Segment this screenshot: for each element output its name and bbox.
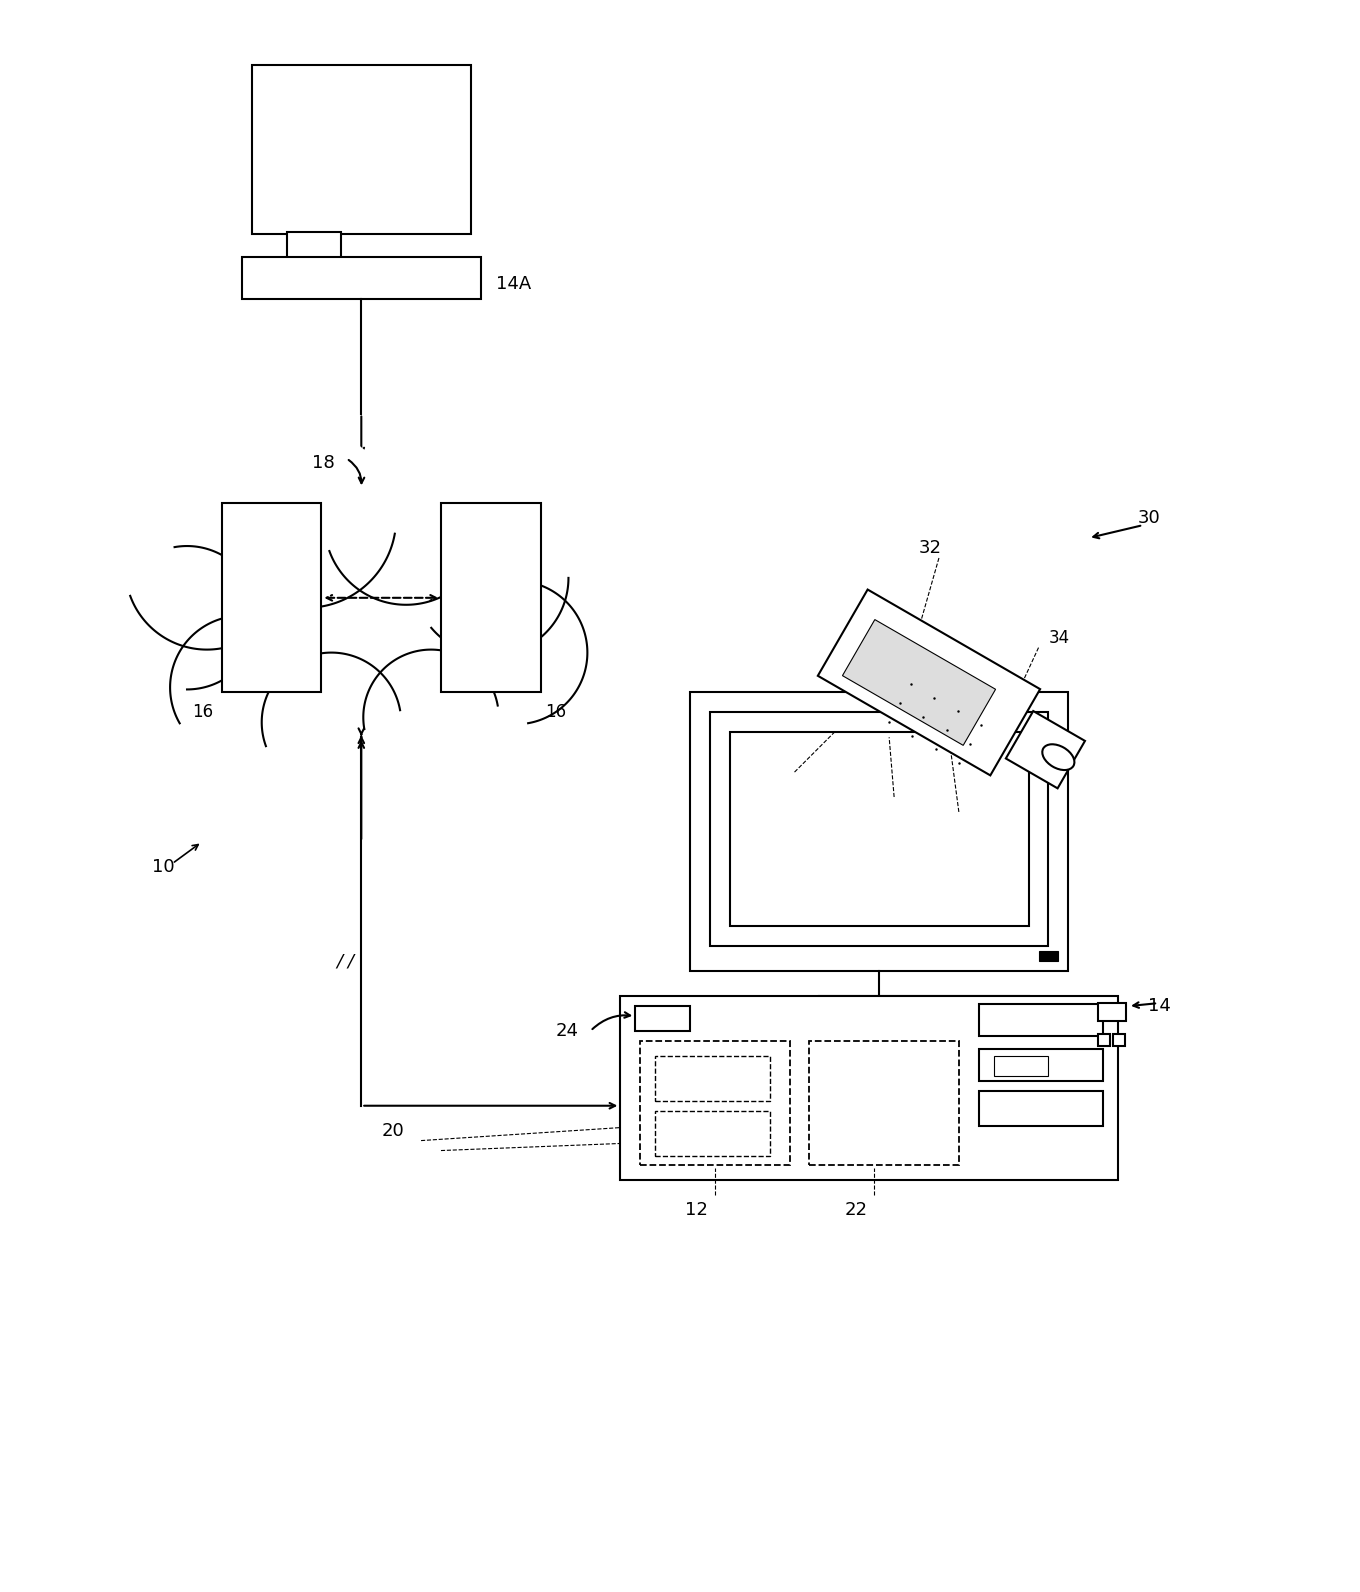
Text: 12: 12 [685,1202,707,1219]
Text: 20: 20 [381,1122,404,1140]
Text: 24: 24 [555,1022,578,1040]
Circle shape [116,546,258,689]
Bar [809,1041,959,1165]
Ellipse shape [1042,745,1074,771]
Circle shape [125,486,288,650]
Text: 34: 34 [1049,629,1069,646]
Bar [656,1111,770,1156]
Bar [620,997,1118,1180]
Circle shape [363,650,499,785]
Circle shape [443,581,588,724]
Bar [730,732,1028,927]
Text: 10: 10 [152,858,175,876]
Bar [222,503,321,693]
Bar [710,712,1049,946]
Bar [994,1055,1049,1076]
Bar [690,693,1069,971]
Text: 22: 22 [845,1202,868,1219]
Bar [635,1006,690,1032]
Text: 16: 16 [192,704,214,721]
Circle shape [325,441,488,605]
Text: 16: 16 [545,704,567,721]
Bar [979,1091,1103,1126]
Bar [656,1055,770,1100]
Text: 39: 39 [938,807,960,826]
Bar [641,1041,790,1165]
Text: / /: / / [336,952,355,970]
Text: 30: 30 [1138,509,1161,527]
Text: 18: 18 [311,454,335,473]
Bar [979,1049,1103,1081]
Bar [979,1005,1103,1036]
Ellipse shape [182,524,540,742]
Bar [242,258,481,299]
Bar [1114,1035,1125,1046]
Bar [1099,1003,1126,1020]
Polygon shape [1006,712,1085,788]
Text: 38: 38 [869,788,891,806]
Text: 36: 36 [770,767,790,786]
Circle shape [413,500,568,656]
Bar [287,232,341,264]
Bar [441,503,540,693]
Circle shape [216,428,396,608]
Polygon shape [842,619,996,745]
Text: 14A: 14A [496,275,530,293]
Polygon shape [817,589,1040,775]
Bar [252,65,471,234]
Circle shape [170,616,314,759]
Circle shape [261,653,401,791]
Text: 14: 14 [1148,997,1171,1016]
Text: 32: 32 [919,540,942,557]
Bar [1039,952,1058,962]
Bar [1099,1035,1110,1046]
